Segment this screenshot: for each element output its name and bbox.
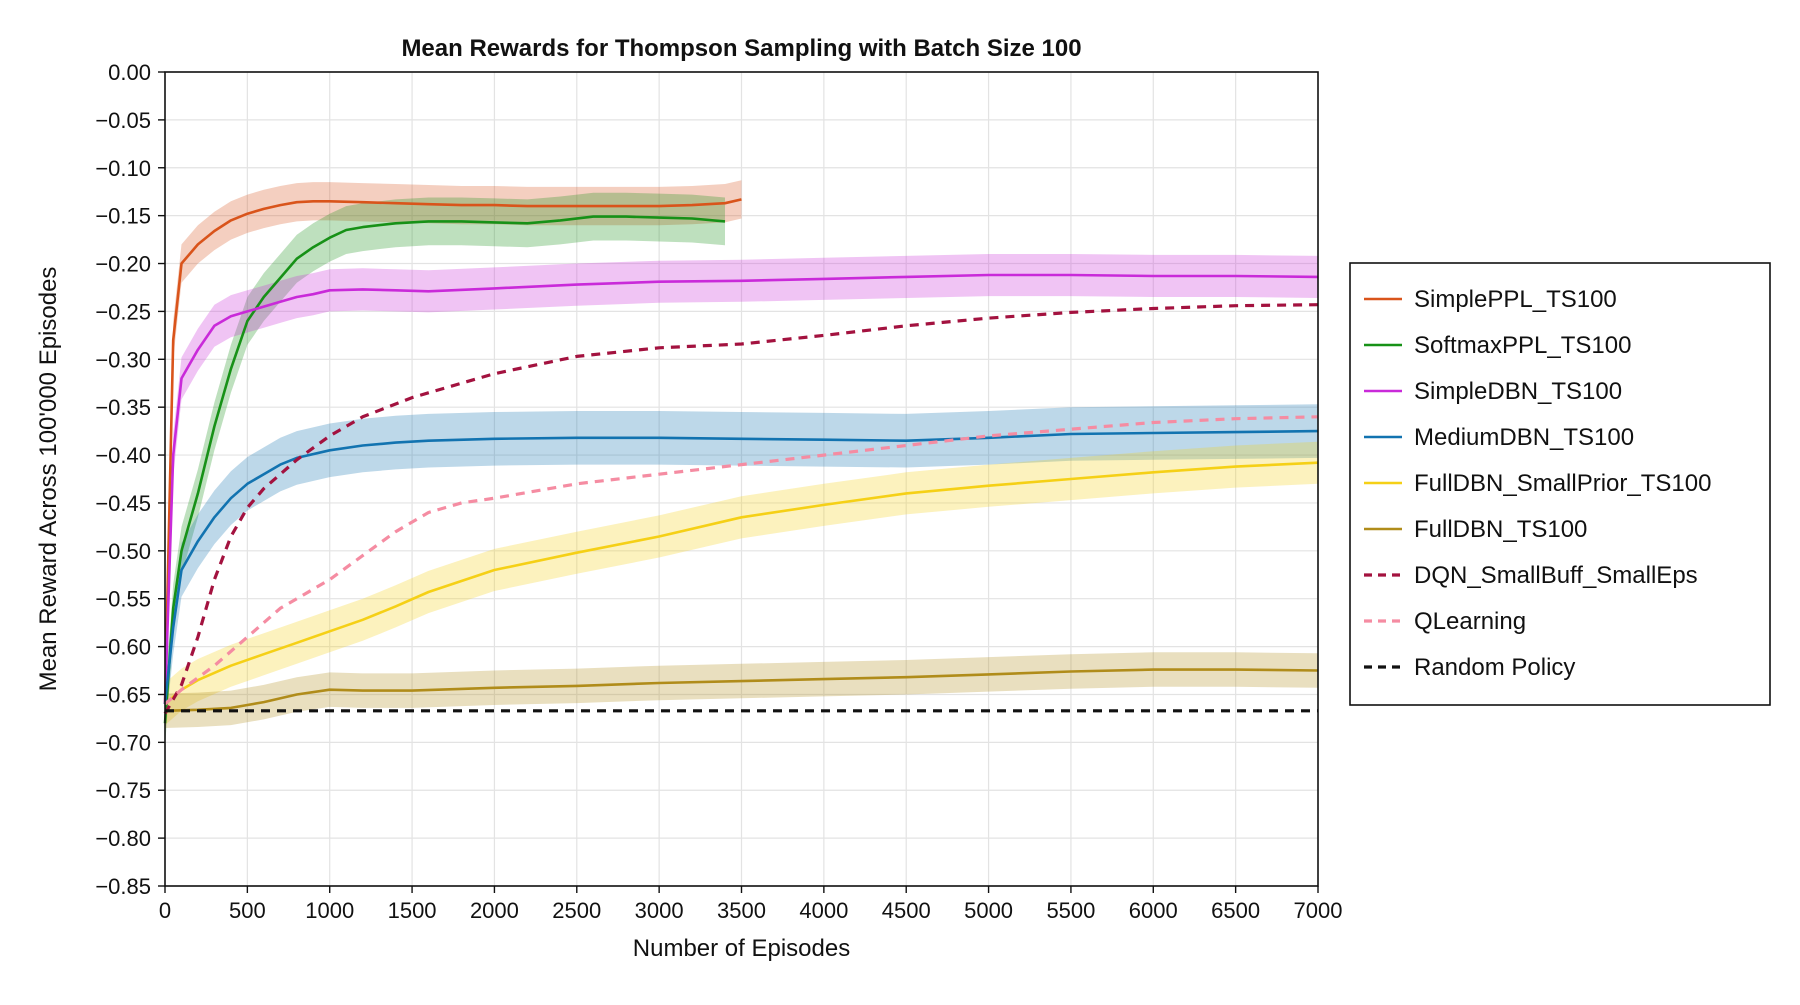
series-line-fulldbn-ts100	[164, 668, 1319, 713]
series-line-simpledbn-ts100	[163, 273, 1319, 705]
y-tick-label: −0.20	[95, 252, 151, 277]
series-line-softmaxppl-ts100	[163, 215, 726, 724]
series-line-fulldbn-smallprior-ts100	[164, 461, 1319, 705]
y-tick-label: 0.00	[108, 60, 151, 85]
x-tick-label: 7000	[1294, 898, 1343, 923]
x-tick-label: 4000	[799, 898, 848, 923]
series-line-qlearning	[163, 415, 1319, 706]
legend-label-dqn-smallbuff-smalleps: DQN_SmallBuff_SmallEps	[1414, 562, 1698, 589]
y-tick-label: −0.30	[95, 347, 151, 372]
legend-label-softmaxppl-ts100: SoftmaxPPL_TS100	[1414, 332, 1631, 359]
legend-label-random-policy: Random Policy	[1414, 654, 1575, 681]
chart-title: Mean Rewards for Thompson Sampling with …	[401, 35, 1081, 62]
x-tick-label: 6000	[1129, 898, 1178, 923]
y-tick-label: −0.50	[95, 539, 151, 564]
band-simpleppl-ts100	[165, 180, 742, 724]
x-tick-label: 4500	[882, 898, 931, 923]
y-tick-label: −0.65	[95, 682, 151, 707]
x-tick-label: 2000	[470, 898, 519, 923]
x-tick-label: 0	[159, 898, 171, 923]
y-tick-label: −0.55	[95, 587, 151, 612]
x-tick-label: 5500	[1046, 898, 1095, 923]
legend-box	[1349, 262, 1771, 706]
x-axis-label: Number of Episodes	[633, 935, 850, 962]
y-tick-label: −0.75	[95, 778, 151, 803]
x-tick-label: 2500	[552, 898, 601, 923]
legend-label-simpleppl-ts100: SimplePPL_TS100	[1414, 286, 1617, 313]
legend-label-mediumdbn-ts100: MediumDBN_TS100	[1414, 424, 1634, 451]
y-tick-label: −0.80	[95, 826, 151, 851]
y-tick-label: −0.60	[95, 635, 151, 660]
y-tick-label: −0.40	[95, 443, 151, 468]
y-tick-label: −0.35	[95, 395, 151, 420]
x-tick-label: 6500	[1211, 898, 1260, 923]
y-tick-label: −0.15	[95, 204, 151, 229]
series-lines	[163, 198, 1319, 724]
legend-label-fulldbn-ts100: FullDBN_TS100	[1414, 516, 1587, 543]
y-axis-label: Mean Reward Across 100'000 Episodes	[35, 267, 62, 692]
band-fulldbn-ts100	[165, 652, 1318, 728]
y-tick-label: −0.45	[95, 491, 151, 516]
x-tick-label: 1000	[305, 898, 354, 923]
axis-ticks: 0 500 1000 1500 2000 2500 3000 3500 4000 4500 5000…	[95, 60, 1342, 923]
gridlines	[164, 71, 1319, 887]
y-tick-label: −0.85	[95, 874, 151, 899]
legend-label-qlearning: QLearning	[1414, 608, 1526, 635]
y-tick-label: −0.10	[95, 156, 151, 181]
legend-label-fulldbn-smallprior-ts100: FullDBN_SmallPrior_TS100	[1414, 470, 1711, 497]
x-tick-label: 5000	[964, 898, 1013, 923]
legend: SimplePPL_TS100 SoftmaxPPL_TS100 SimpleDBN…	[1349, 262, 1771, 706]
band-mediumdbn-ts100	[165, 404, 1318, 731]
y-tick-label: −0.70	[95, 730, 151, 755]
legend-label-simpledbn-ts100: SimpleDBN_TS100	[1414, 378, 1622, 405]
x-tick-label: 3500	[717, 898, 766, 923]
x-tick-label: 3000	[635, 898, 684, 923]
y-tick-label: −0.25	[95, 299, 151, 324]
y-tick-label: −0.05	[95, 108, 151, 133]
x-tick-label: 500	[229, 898, 266, 923]
series-line-simpleppl-ts100	[163, 198, 742, 705]
series-line-mediumdbn-ts100	[163, 429, 1319, 705]
x-tick-label: 1500	[388, 898, 437, 923]
